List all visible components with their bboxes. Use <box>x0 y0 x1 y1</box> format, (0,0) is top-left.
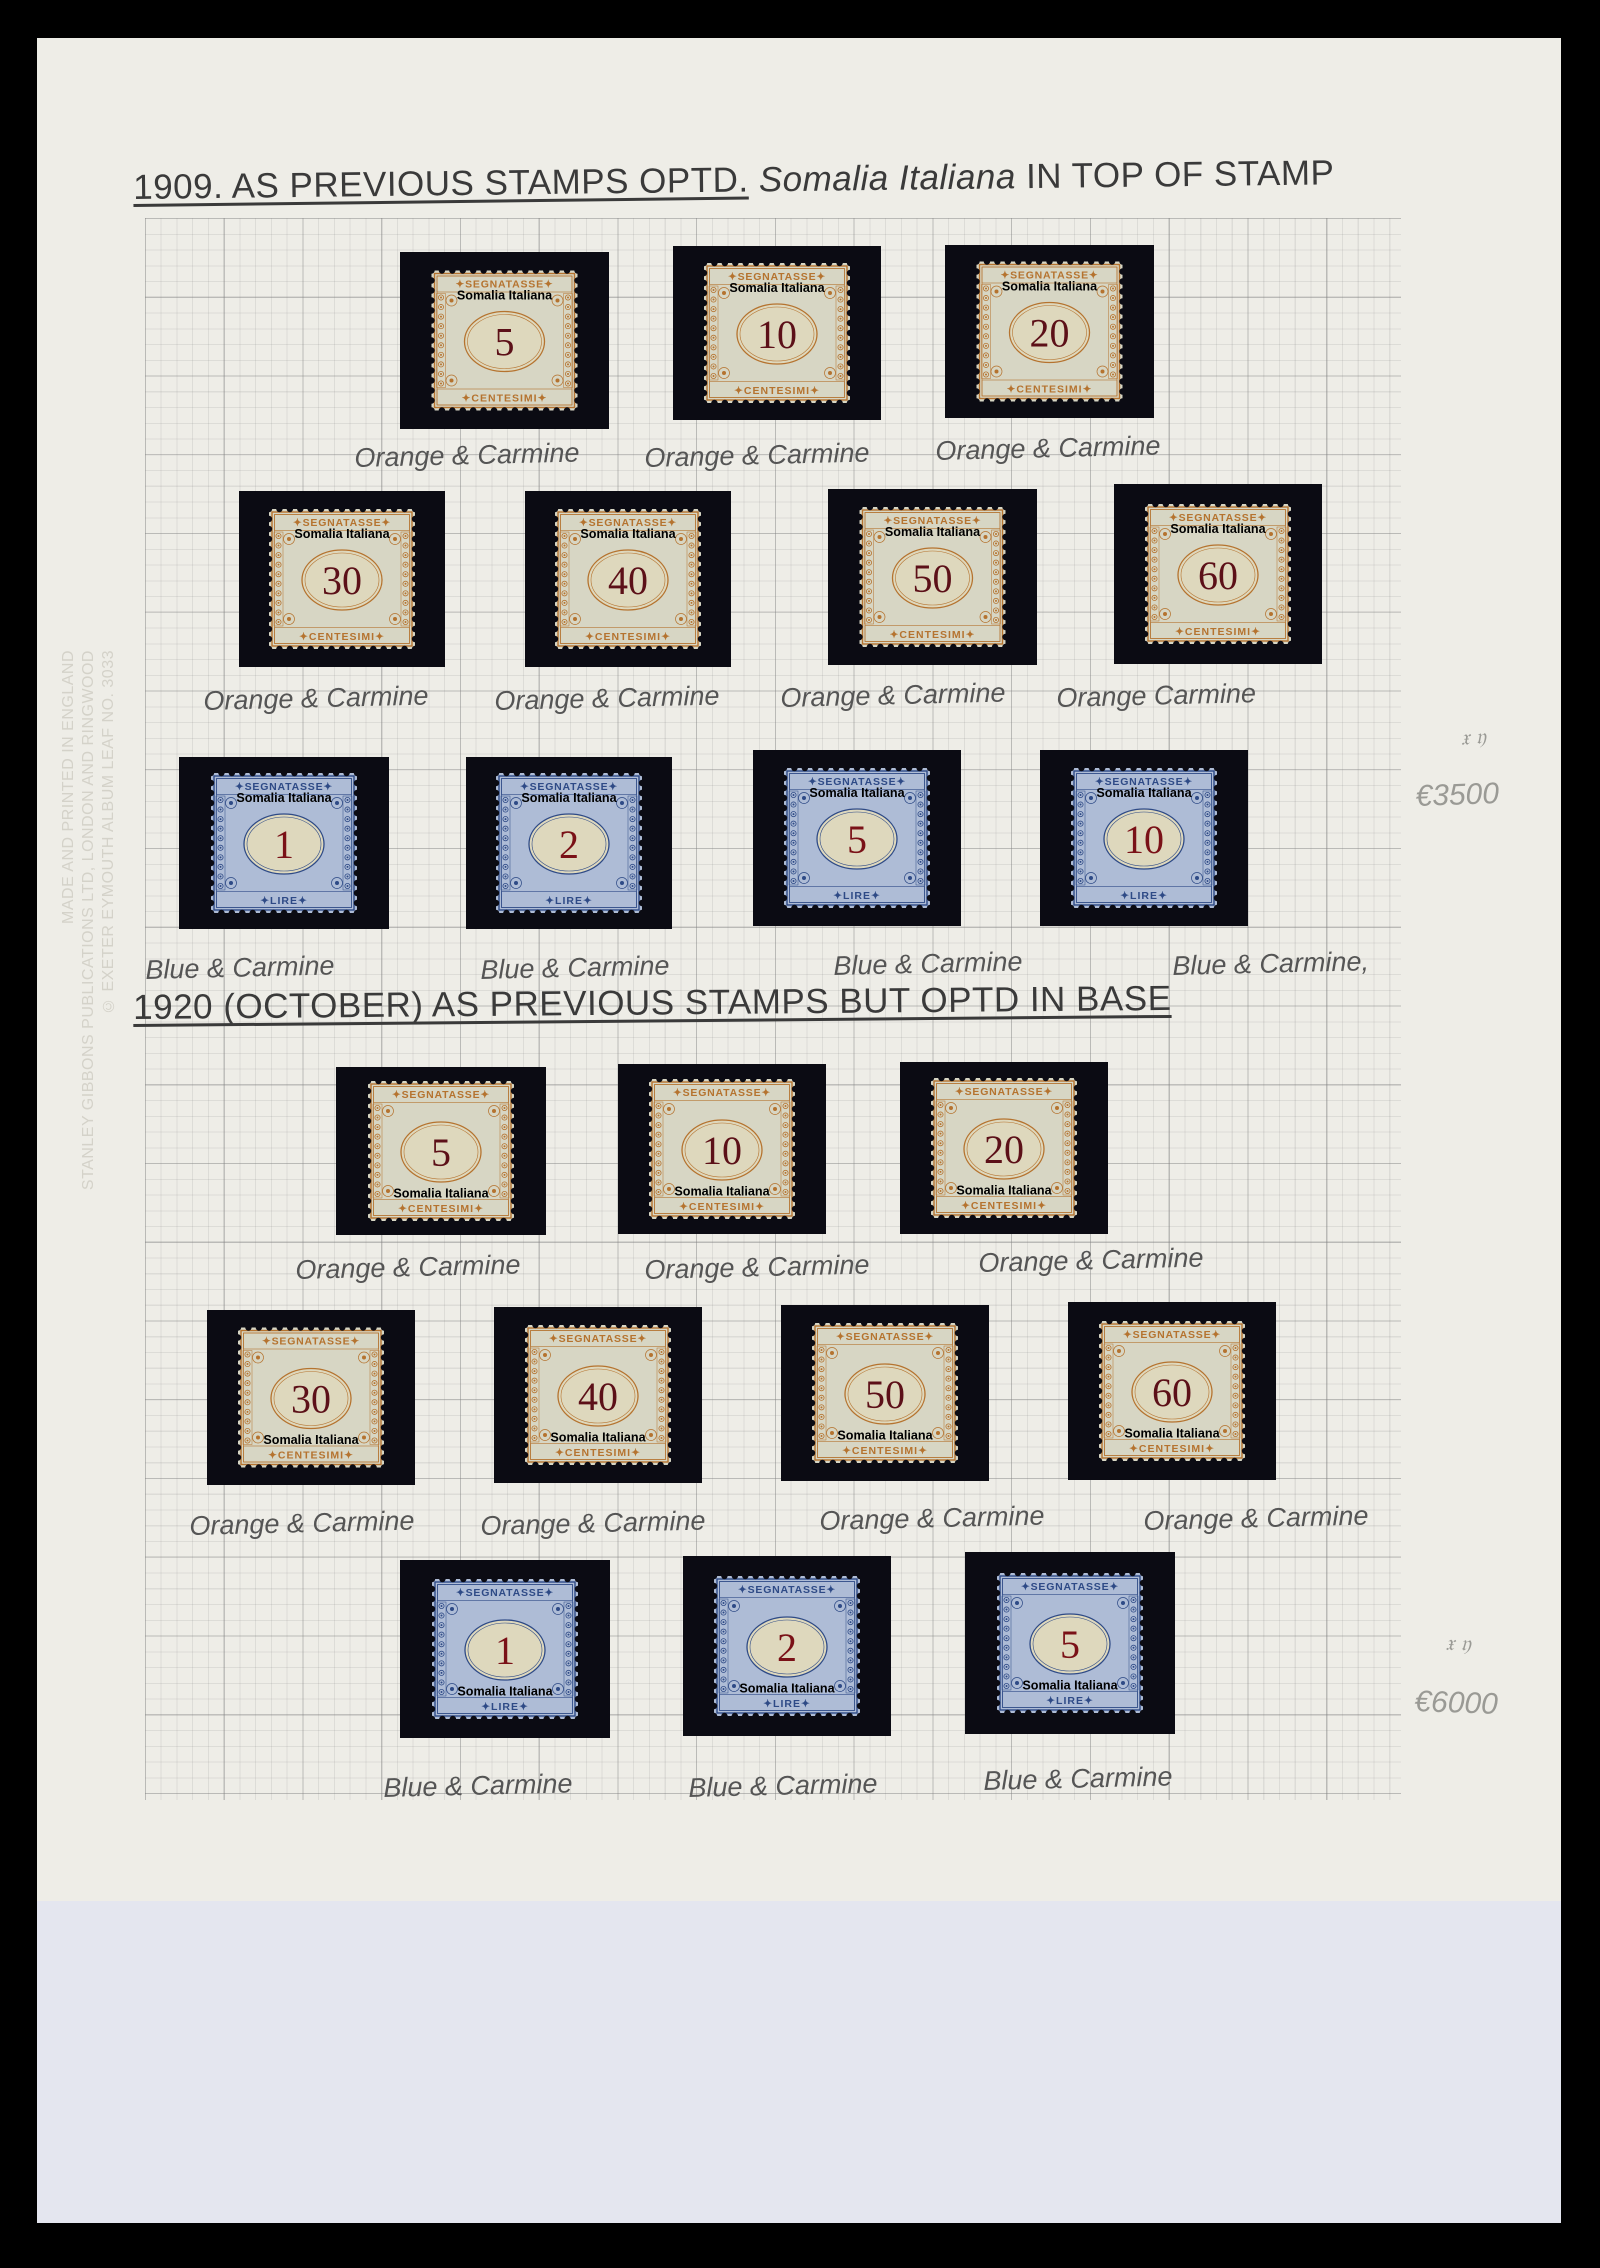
svg-text:✦CENTESIMI✦: ✦CENTESIMI✦ <box>555 1447 641 1459</box>
svg-text:✦SEGNATASSE✦: ✦SEGNATASSE✦ <box>262 1336 360 1348</box>
svg-text:✦LIRE✦: ✦LIRE✦ <box>763 1698 811 1710</box>
svg-text:✦CENTESIMI✦: ✦CENTESIMI✦ <box>268 1450 354 1462</box>
svg-text:✦SEGNATASSE✦: ✦SEGNATASSE✦ <box>1123 1329 1221 1341</box>
svg-text:✦LIRE✦: ✦LIRE✦ <box>1120 890 1168 902</box>
svg-text:30: 30 <box>291 1377 331 1422</box>
svg-text:✦SEGNATASSE✦: ✦SEGNATASSE✦ <box>1021 1581 1119 1593</box>
svg-text:✦SEGNATASSE✦: ✦SEGNATASSE✦ <box>456 1587 554 1599</box>
svg-text:5: 5 <box>1060 1622 1080 1667</box>
svg-text:10: 10 <box>1124 817 1164 862</box>
svg-text:✦SEGNATASSE✦: ✦SEGNATASSE✦ <box>549 1333 647 1345</box>
svg-text:Somalia Italiana: Somalia Italiana <box>809 786 905 800</box>
svg-text:Somalia Italiana: Somalia Italiana <box>263 1433 359 1447</box>
svg-text:✦CENTESIMI✦: ✦CENTESIMI✦ <box>734 385 820 397</box>
svg-text:✦SEGNATASSE✦: ✦SEGNATASSE✦ <box>955 1086 1053 1098</box>
svg-text:✦SEGNATASSE✦: ✦SEGNATASSE✦ <box>836 1331 934 1343</box>
svg-text:✦SEGNATASSE✦: ✦SEGNATASSE✦ <box>392 1089 490 1101</box>
svg-text:Somalia Italiana: Somalia Italiana <box>580 527 676 541</box>
svg-text:Somalia Italiana: Somalia Italiana <box>1002 280 1098 294</box>
svg-text:✦LIRE✦: ✦LIRE✦ <box>545 895 593 907</box>
svg-text:Somalia Italiana: Somalia Italiana <box>236 791 332 805</box>
svg-text:Somalia Italiana: Somalia Italiana <box>457 1685 553 1699</box>
svg-text:5: 5 <box>847 817 867 862</box>
svg-text:✦LIRE✦: ✦LIRE✦ <box>260 895 308 907</box>
svg-text:Somalia Italiana: Somalia Italiana <box>956 1184 1052 1198</box>
svg-text:2: 2 <box>559 822 579 867</box>
svg-text:2: 2 <box>777 1625 797 1670</box>
svg-text:✦CENTESIMI✦: ✦CENTESIMI✦ <box>842 1445 928 1457</box>
svg-text:10: 10 <box>702 1128 742 1173</box>
svg-text:Somalia Italiana: Somalia Italiana <box>885 525 981 539</box>
svg-text:Somalia Italiana: Somalia Italiana <box>739 1682 835 1696</box>
svg-text:30: 30 <box>322 558 362 603</box>
svg-text:10: 10 <box>757 312 797 357</box>
svg-text:Somalia Italiana: Somalia Italiana <box>1022 1679 1118 1693</box>
svg-text:Somalia Italiana: Somalia Italiana <box>550 1431 646 1445</box>
svg-text:Somalia Italiana: Somalia Italiana <box>1096 786 1192 800</box>
svg-text:✦CENTESIMI✦: ✦CENTESIMI✦ <box>679 1201 765 1213</box>
svg-text:✦LIRE✦: ✦LIRE✦ <box>481 1701 529 1713</box>
svg-text:Somalia Italiana: Somalia Italiana <box>457 289 553 303</box>
svg-text:✦CENTESIMI✦: ✦CENTESIMI✦ <box>1007 384 1093 396</box>
svg-text:✦CENTESIMI✦: ✦CENTESIMI✦ <box>398 1203 484 1215</box>
svg-text:✦CENTESIMI✦: ✦CENTESIMI✦ <box>1129 1443 1215 1455</box>
svg-text:✦CENTESIMI✦: ✦CENTESIMI✦ <box>1175 626 1261 638</box>
svg-text:✦CENTESIMI✦: ✦CENTESIMI✦ <box>961 1200 1047 1212</box>
svg-text:1: 1 <box>495 1628 515 1673</box>
svg-text:50: 50 <box>913 556 953 601</box>
svg-text:✦CENTESIMI✦: ✦CENTESIMI✦ <box>299 631 385 643</box>
svg-text:Somalia Italiana: Somalia Italiana <box>674 1185 770 1199</box>
svg-text:✦CENTESIMI✦: ✦CENTESIMI✦ <box>585 631 671 643</box>
svg-text:✦LIRE✦: ✦LIRE✦ <box>1046 1695 1094 1707</box>
svg-text:✦CENTESIMI✦: ✦CENTESIMI✦ <box>462 393 548 405</box>
svg-text:5: 5 <box>431 1130 451 1175</box>
svg-text:Somalia Italiana: Somalia Italiana <box>393 1187 489 1201</box>
svg-text:Somalia Italiana: Somalia Italiana <box>294 527 390 541</box>
svg-text:✦SEGNATASSE✦: ✦SEGNATASSE✦ <box>673 1087 771 1099</box>
svg-text:60: 60 <box>1152 1370 1192 1415</box>
svg-text:✦CENTESIMI✦: ✦CENTESIMI✦ <box>890 629 976 641</box>
svg-text:Somalia Italiana: Somalia Italiana <box>729 281 825 295</box>
svg-text:60: 60 <box>1198 553 1238 598</box>
svg-text:1: 1 <box>274 822 294 867</box>
svg-text:✦SEGNATASSE✦: ✦SEGNATASSE✦ <box>738 1584 836 1596</box>
svg-text:Somalia Italiana: Somalia Italiana <box>521 791 617 805</box>
svg-text:20: 20 <box>984 1127 1024 1172</box>
svg-text:20: 20 <box>1030 311 1070 356</box>
svg-text:40: 40 <box>608 558 648 603</box>
svg-text:Somalia Italiana: Somalia Italiana <box>1170 522 1266 536</box>
svg-text:Somalia Italiana: Somalia Italiana <box>837 1429 933 1443</box>
svg-text:50: 50 <box>865 1372 905 1417</box>
svg-text:✦LIRE✦: ✦LIRE✦ <box>833 890 881 902</box>
svg-text:40: 40 <box>578 1374 618 1419</box>
svg-text:Somalia Italiana: Somalia Italiana <box>1124 1427 1220 1441</box>
svg-text:5: 5 <box>495 320 515 365</box>
